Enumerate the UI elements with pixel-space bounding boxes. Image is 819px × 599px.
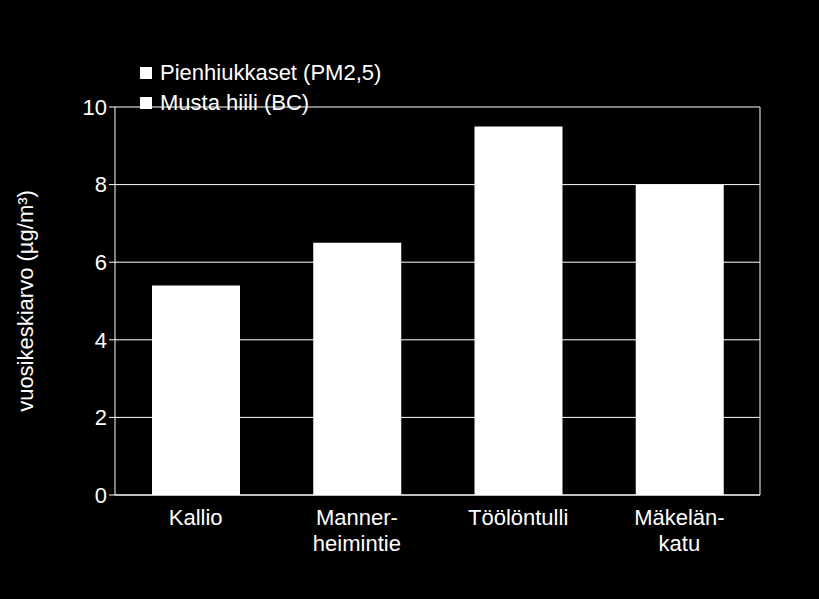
svg-text:vuosikeskiarvo (µg/m³): vuosikeskiarvo (µg/m³) [13, 190, 38, 412]
svg-text:10: 10 [83, 95, 107, 120]
svg-text:katu: katu [659, 531, 701, 556]
svg-text:heimintie: heimintie [313, 531, 401, 556]
html-text:Musta hiili (BC): Musta hiili (BC) [160, 90, 310, 115]
svg-text:2: 2 [95, 405, 107, 430]
svg-text:Manner-: Manner- [316, 505, 398, 530]
svg-text:Mäkelän-: Mäkelän- [634, 505, 724, 530]
svg-text:6: 6 [95, 250, 107, 275]
svg-text:0: 0 [95, 483, 107, 508]
html-text:Pienhiukkaset (PM2,5): Pienhiukkaset (PM2,5) [160, 60, 382, 85]
svg-text:Kallio: Kallio [169, 505, 223, 530]
svg-text:4: 4 [95, 328, 107, 353]
svg-text:Töölöntulli: Töölöntulli [468, 505, 568, 530]
svg-text:8: 8 [95, 172, 107, 197]
